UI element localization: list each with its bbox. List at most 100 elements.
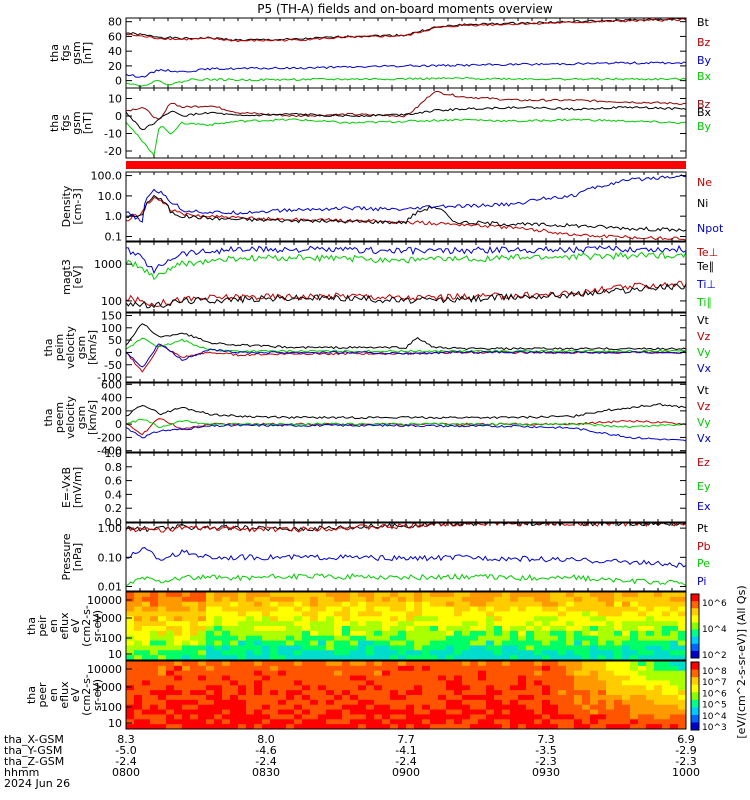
heatmap-cell [206, 650, 215, 656]
heatmap-cell [590, 719, 599, 725]
heatmap-cell [646, 606, 655, 612]
heatmap-cell [470, 626, 479, 632]
heatmap-cell [326, 601, 335, 608]
heatmap-cell [334, 611, 343, 617]
heatmap-cell [582, 621, 591, 627]
heatmap-cell [142, 714, 151, 720]
heatmap-cell [374, 704, 383, 711]
heatmap-cell [518, 626, 527, 632]
x-tick-label: -2.3 [535, 755, 556, 768]
heatmap-cell [190, 635, 199, 642]
heatmap-cell [302, 650, 311, 656]
heatmap-cell [494, 640, 503, 646]
heatmap-cell [398, 650, 407, 656]
heatmap-cell [126, 670, 135, 677]
heatmap-cell [150, 680, 159, 686]
heatmap-cell [494, 611, 503, 617]
heatmap-cell [310, 592, 319, 598]
heatmap-cell [550, 650, 559, 656]
heatmap-cell [398, 655, 407, 661]
heatmap-cell [558, 640, 567, 646]
heatmap-cell [558, 626, 567, 632]
x-tick-label: 8.0 [257, 733, 275, 746]
heatmap-cell [302, 670, 311, 677]
heatmap-cell [238, 699, 247, 706]
heatmap-cell [398, 616, 407, 622]
heatmap-cell [254, 685, 263, 691]
heatmap-cell [438, 645, 447, 651]
heatmap-cell [390, 611, 399, 617]
heatmap-cell [462, 606, 471, 612]
heatmap-cell [414, 699, 423, 706]
heatmap-cell [478, 645, 487, 651]
heatmap-cell [622, 655, 631, 661]
heatmap-cell [526, 704, 535, 711]
heatmap-cell [566, 635, 575, 642]
series-line-Vt [126, 323, 686, 351]
heatmap-cell [286, 621, 295, 627]
heatmap-cell [518, 596, 527, 603]
heatmap-cell [254, 704, 263, 711]
heatmap-cell [374, 675, 383, 681]
heatmap-cell [646, 675, 655, 681]
heatmap-cell [670, 611, 679, 617]
heatmap-cell [390, 709, 399, 715]
heatmap-cell [326, 714, 335, 720]
heatmap-cell [190, 640, 199, 646]
heatmap-cell [518, 709, 527, 715]
heatmap-cell [662, 626, 671, 632]
x-tick-label: 0900 [392, 766, 420, 779]
heatmap-cell [182, 724, 191, 730]
heatmap-cell [334, 616, 343, 622]
heatmap-cell [550, 635, 559, 642]
heatmap-cell [230, 621, 239, 627]
heatmap-cell [542, 645, 551, 651]
heatmap-cell [422, 665, 431, 672]
heatmap-cell [502, 709, 511, 715]
heatmap-cell [126, 621, 135, 627]
heatmap-cell [446, 650, 455, 656]
heatmap-cell [230, 645, 239, 651]
heatmap-cell [166, 699, 175, 706]
heatmap-cell [286, 661, 295, 667]
heatmap-cell [582, 655, 591, 661]
heatmap-cell [454, 601, 463, 608]
heatmap-cell [606, 635, 615, 642]
heatmap-cell [246, 596, 255, 603]
heatmap-cell [358, 680, 367, 686]
heatmap-cell [606, 596, 615, 603]
heatmap-cell [430, 650, 439, 656]
heatmap-cell [214, 695, 223, 701]
heatmap-cell [270, 685, 279, 691]
heatmap-cell [246, 655, 255, 661]
heatmap-cell [622, 645, 631, 651]
heatmap-cell [358, 592, 367, 598]
heatmap-cell [582, 596, 591, 603]
heatmap-cell [358, 724, 367, 730]
heatmap-cell [222, 611, 231, 617]
heatmap-cell [414, 640, 423, 646]
heatmap-cell [598, 592, 607, 598]
heatmap-cell [318, 670, 327, 677]
heatmap-cell [502, 621, 511, 627]
heatmap-cell [518, 665, 527, 672]
heatmap-cell [486, 699, 495, 706]
series-line-Te⊥ [126, 280, 686, 308]
heatmap-cell [574, 665, 583, 672]
heatmap-cell [262, 704, 271, 711]
heatmap-cell [670, 645, 679, 651]
heatmap-cell [286, 626, 295, 632]
heatmap-cell [654, 685, 663, 691]
heatmap-cell [294, 606, 303, 612]
heatmap-cell [662, 596, 671, 603]
heatmap-cell [470, 596, 479, 603]
heatmap-cell [526, 650, 535, 656]
heatmap-cell [646, 670, 655, 677]
heatmap-cell [470, 616, 479, 622]
heatmap-cell [542, 635, 551, 642]
heatmap-cell [582, 690, 591, 696]
heatmap-cell [670, 690, 679, 696]
heatmap-cell [382, 606, 391, 612]
heatmap-cell [590, 592, 599, 598]
